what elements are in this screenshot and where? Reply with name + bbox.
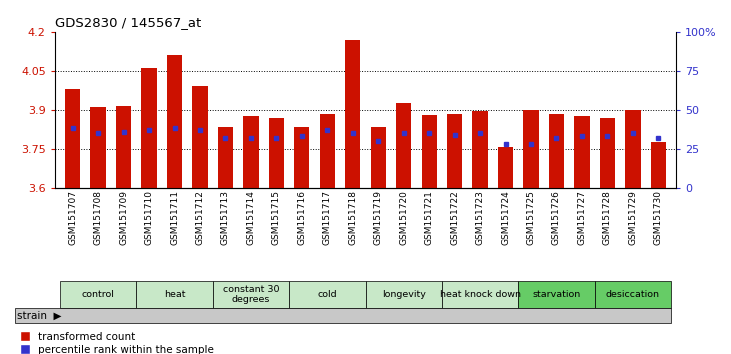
Bar: [243, 116, 259, 188]
Bar: [91, 107, 106, 188]
Text: heat knock down: heat knock down: [439, 290, 520, 299]
Text: longevity: longevity: [382, 290, 425, 299]
Text: control: control: [82, 290, 115, 299]
Bar: [447, 114, 462, 188]
Bar: [141, 68, 156, 188]
Bar: [218, 127, 233, 188]
Text: heat: heat: [164, 290, 185, 299]
Legend: transformed count, percentile rank within the sample: transformed count, percentile rank withi…: [21, 332, 214, 354]
Bar: [498, 147, 513, 188]
Text: strain  ▶: strain ▶: [17, 310, 61, 320]
Bar: [192, 86, 208, 188]
Bar: [625, 110, 640, 188]
Bar: [167, 55, 182, 188]
Bar: [294, 127, 309, 188]
Bar: [599, 118, 615, 188]
Bar: [319, 114, 335, 188]
Bar: [422, 115, 437, 188]
Bar: [523, 110, 539, 188]
Text: starvation: starvation: [532, 290, 580, 299]
Bar: [651, 142, 666, 188]
Bar: [371, 127, 386, 188]
Text: desiccation: desiccation: [606, 290, 660, 299]
Bar: [345, 40, 360, 188]
Bar: [472, 111, 488, 188]
Bar: [116, 106, 132, 188]
Bar: [549, 114, 564, 188]
Bar: [575, 116, 590, 188]
Bar: [396, 103, 412, 188]
Text: cold: cold: [317, 290, 337, 299]
Bar: [65, 89, 80, 188]
Bar: [269, 118, 284, 188]
Text: constant 30
degrees: constant 30 degrees: [223, 285, 279, 304]
Text: GDS2830 / 145567_at: GDS2830 / 145567_at: [55, 16, 201, 29]
